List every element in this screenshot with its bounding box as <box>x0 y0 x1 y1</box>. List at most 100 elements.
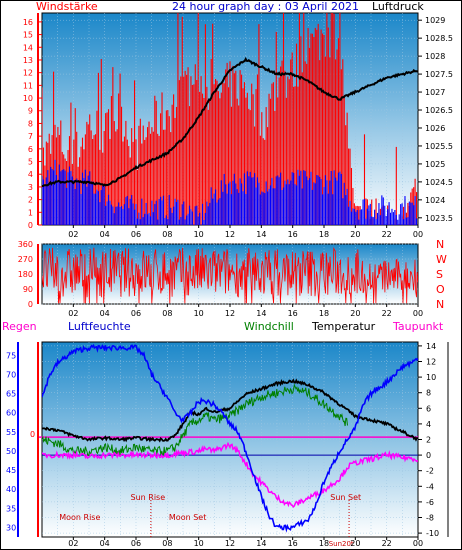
dewpoint-line <box>42 441 418 509</box>
sun-set-label: Sun Set <box>330 493 361 502</box>
pressure-axis-tick-label: 1027.5 <box>425 70 453 79</box>
pressure-axis-tick-label: 1025 <box>425 160 445 169</box>
panel1-x-tick-label: 20 <box>350 230 360 239</box>
panel3-x-tick-label: 18 <box>319 539 329 548</box>
wind-axis-tick-label: 4 <box>28 170 33 179</box>
temperature-axis-tick-label: 10 <box>426 373 436 382</box>
direction-axis-tick-label: 270 <box>18 255 33 264</box>
pressure-axis-tick-label: 1026.5 <box>425 106 453 115</box>
temperature-axis-tick-label: -8 <box>426 514 434 523</box>
wind-axis-tick-label: 16 <box>23 18 33 27</box>
temperature-line <box>42 378 418 443</box>
pressure-axis-tick-label: 1029 <box>425 16 445 25</box>
humidity-axis-tick-label: 50 <box>6 447 16 456</box>
direction-axis-tick-label: 180 <box>18 270 33 279</box>
panel3-x-tick-label: 14 <box>256 539 266 548</box>
panel1-x-tick-label: 10 <box>194 230 204 239</box>
panel1-x-tick-label: 06 <box>131 230 141 239</box>
panel2-x-tick-label: 10 <box>194 309 204 318</box>
pressure-line <box>42 56 418 187</box>
pressure-axis-tick-label: 1028.5 <box>425 34 453 43</box>
temperature-axis-tick-label: 4 <box>426 420 431 429</box>
temperature-axis-tick-label: -2 <box>426 467 434 476</box>
temperature-axis-tick-label: -4 <box>426 482 434 491</box>
direction-axis-tick-label: 360 <box>18 240 33 249</box>
chart-title: 24 hour graph day : 03 April 2021 <box>172 0 359 13</box>
compass-label: N <box>436 238 444 251</box>
humidity-axis-tick-label: 75 <box>6 351 16 360</box>
panel2-x-tick-label: 02 <box>68 309 78 318</box>
panel3-x-tick-label: 10 <box>194 539 204 548</box>
wind-axis-tick-label: 3 <box>28 183 33 192</box>
panel3-x-tick-label: 02 <box>68 539 78 548</box>
temperature-axis-tick-label: 2 <box>426 436 431 445</box>
wind-axis-tick-label: 5 <box>28 158 33 167</box>
panel1-x-tick-label: 18 <box>319 230 329 239</box>
humidity-axis-tick-label: 70 <box>6 371 16 380</box>
temperature-axis-tick-label: -6 <box>426 498 434 507</box>
panel2-x-tick-label: 16 <box>288 309 298 318</box>
direction-axis-tick-label: 0 <box>28 300 33 309</box>
panel2-x-tick-label: 12 <box>225 309 235 318</box>
wind-axis-tick-label: 11 <box>23 81 33 90</box>
panel1-x-tick-label: 02 <box>68 230 78 239</box>
humidity-line <box>42 343 418 533</box>
wind-axis-tick-label: 15 <box>23 31 33 40</box>
panel2-x-tick-label: 00 <box>413 309 423 318</box>
pressure-axis-tick-label: 1025.5 <box>425 142 453 151</box>
pressure-axis-tick-label: 1027 <box>425 88 445 97</box>
temperature-axis-tick-label: 0 <box>426 451 431 460</box>
panel1-x-tick-label: 08 <box>162 230 172 239</box>
sun-rise-label: Sun Rise <box>131 493 166 502</box>
temperature-axis-tick-label: 14 <box>426 342 436 351</box>
windchill-line <box>42 383 348 457</box>
wind-axis-tick-label: 0 <box>28 221 33 230</box>
wind-axis-tick-label: 1 <box>28 208 33 217</box>
pressure-axis-tick-label: 1026 <box>425 124 445 133</box>
temperature-axis-tick-label: 12 <box>426 358 436 367</box>
panel1-x-tick-label: 16 <box>288 230 298 239</box>
humidity-axis-tick-label: 40 <box>6 485 16 494</box>
panel1-x-tick-label: 04 <box>100 230 110 239</box>
panel3-x-tick-label: 20 <box>350 539 360 548</box>
panel2-x-tick-label: 04 <box>100 309 110 318</box>
sun-set-tick-label: Sun20t <box>329 540 354 548</box>
legend-humidity: Luftfeuchte <box>68 320 131 333</box>
temperature-axis-tick-label: -10 <box>426 529 439 538</box>
humidity-axis-tick-label: 45 <box>6 466 16 475</box>
legend-temperature: Temperatur <box>311 320 376 333</box>
panel1-x-tick-label: 22 <box>382 230 392 239</box>
wind-force-label: Windstärke <box>36 0 98 13</box>
panel2-x-tick-label: 18 <box>319 309 329 318</box>
pressure-axis-tick-label: 1024 <box>425 196 445 205</box>
wind-direction-line <box>42 246 418 304</box>
compass-label: S <box>436 268 443 281</box>
panel3-x-tick-label: 04 <box>100 539 110 548</box>
compass-label: O <box>436 283 445 296</box>
panel3-x-tick-label: 22 <box>382 539 392 548</box>
wind-axis-tick-label: 12 <box>23 69 33 78</box>
pressure-axis-tick-label: 1023.5 <box>425 214 453 223</box>
moon-rise-label: Moon Rise <box>59 513 100 522</box>
humidity-axis-tick-label: 35 <box>6 504 16 513</box>
humidity-axis-tick-label: 55 <box>6 428 16 437</box>
humidity-axis-tick-label: 30 <box>6 523 16 532</box>
humidity-axis-tick-label: 65 <box>6 390 16 399</box>
pressure-axis-tick-label: 1024.5 <box>425 178 453 187</box>
wind-axis-tick-label: 14 <box>23 43 33 52</box>
humidity-temperature-panel: Sun Rise Sun Set Moon Rise Moon Set Sun20t 3… <box>6 341 449 548</box>
panel1-x-tick-label: 12 <box>225 230 235 239</box>
panel3-x-tick-label: 16 <box>288 539 298 548</box>
panel1-x-tick-label: 14 <box>256 230 266 239</box>
pressure-axis-tick-label: 1028 <box>425 52 445 61</box>
panel1-x-tick-label: 00 <box>413 230 423 239</box>
panel2-x-tick-label: 14 <box>256 309 266 318</box>
temperature-axis-tick-label: 6 <box>426 404 431 413</box>
temperature-axis-tick-label: 8 <box>426 389 431 398</box>
panel3-x-tick-label: 00 <box>413 539 423 548</box>
moon-set-label: Moon Set <box>169 513 206 522</box>
direction-axis-tick-label: 90 <box>23 285 33 294</box>
legend-dewpoint: Taupunkt <box>392 320 444 333</box>
